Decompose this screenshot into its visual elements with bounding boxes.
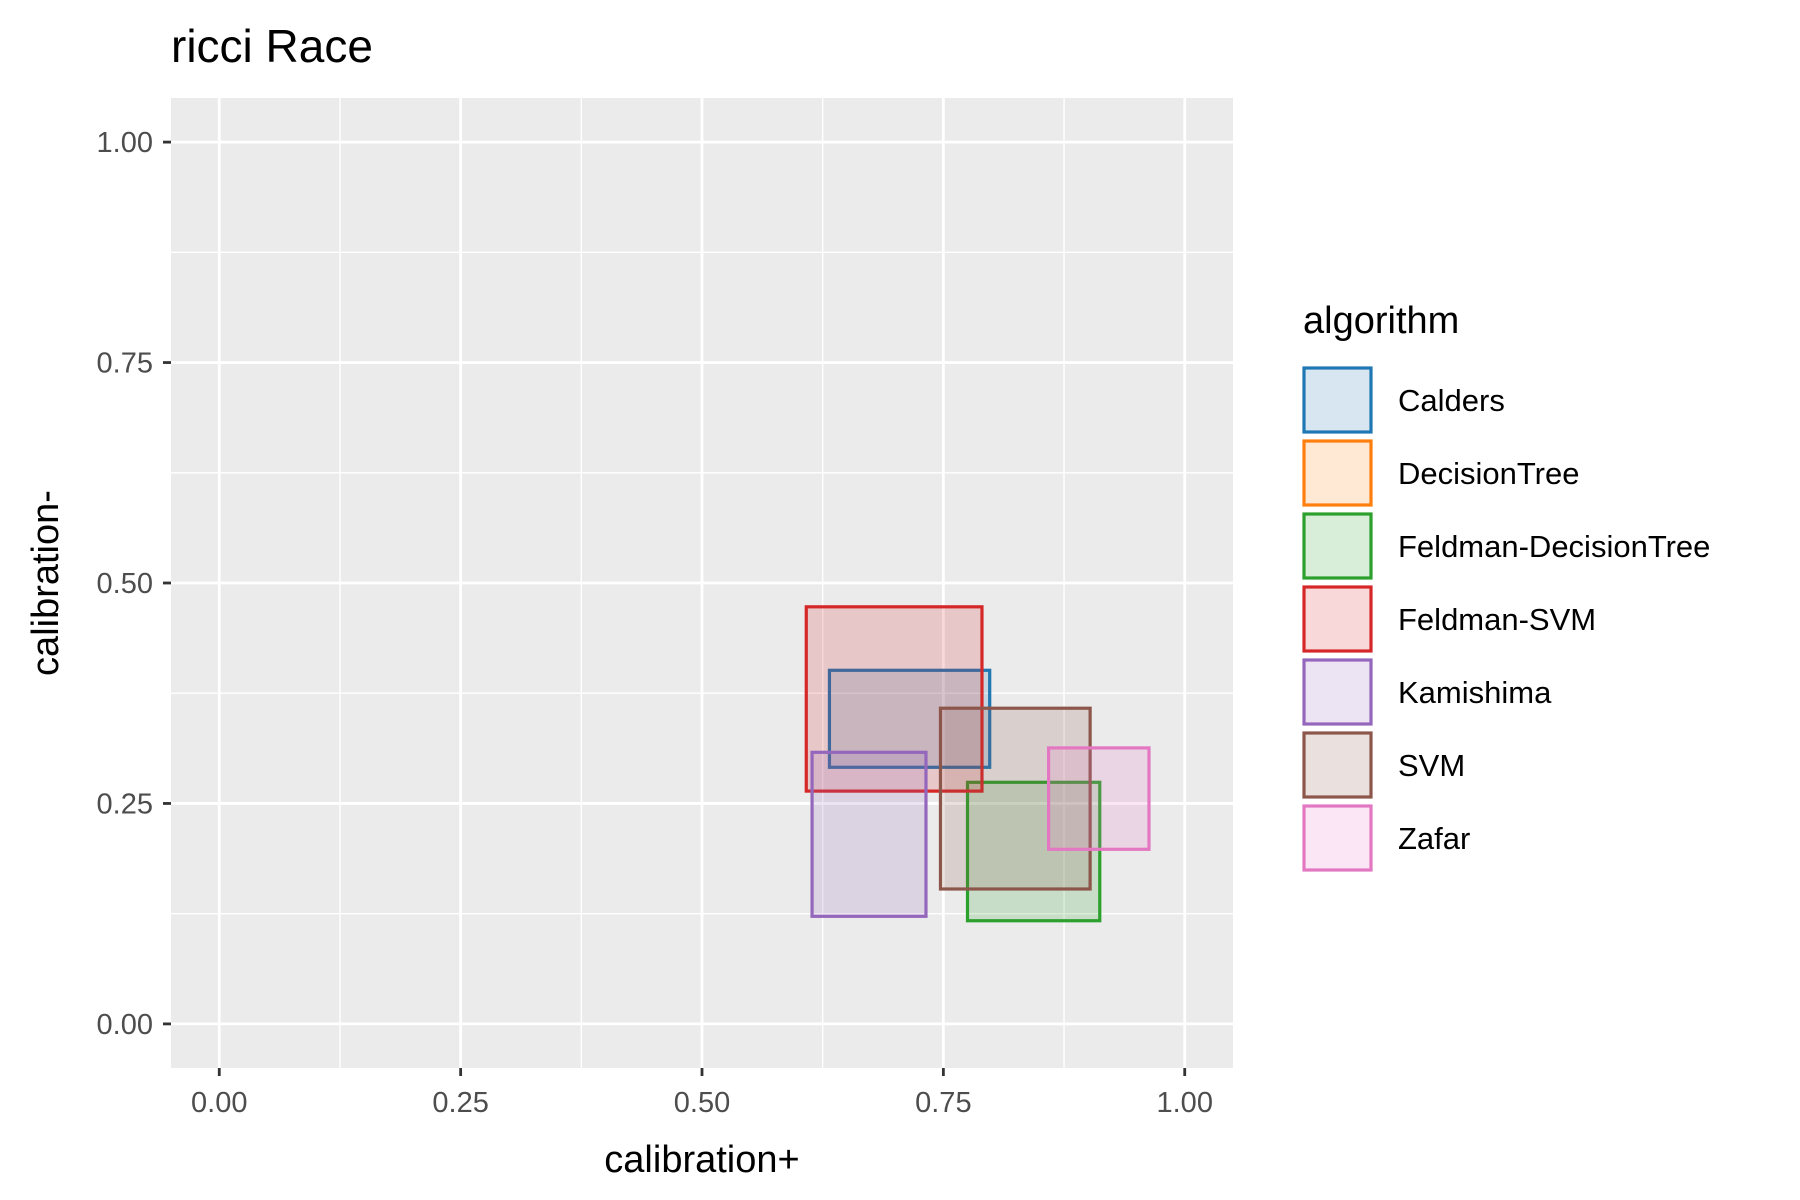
y-axis: 0.00 0.25 0.50 0.75 1.00 [97, 127, 171, 1041]
legend-key [1302, 731, 1373, 799]
legend-key [1302, 585, 1373, 653]
box-feldman-decisiontree [965, 780, 1102, 923]
legend-label: Feldman-SVM [1398, 602, 1596, 637]
x-tick-label: 1.00 [1157, 1087, 1213, 1119]
legend-label: SVM [1398, 748, 1465, 783]
legend: algorithm Calders DecisionTree Feldman-Dec… [1302, 300, 1710, 872]
y-tick-label: 1.00 [97, 127, 153, 159]
chart-title: ricci Race [171, 20, 373, 72]
legend-key [1302, 804, 1373, 872]
x-tick-label: 0.75 [915, 1087, 971, 1119]
box-kamishima [810, 750, 928, 918]
x-tick-label: 0.25 [432, 1087, 488, 1119]
legend-title: algorithm [1303, 300, 1459, 342]
legend-label: Kamishima [1398, 675, 1552, 710]
y-axis-title: calibration- [25, 490, 67, 676]
legend-label: Zafar [1398, 821, 1470, 856]
box-svm [938, 706, 1092, 891]
y-tick-label: 0.00 [97, 1009, 153, 1041]
y-tick-label: 0.50 [97, 568, 153, 600]
box-feldman-svm [804, 605, 984, 793]
grid-major [171, 98, 1233, 1068]
y-tick-label: 0.75 [97, 348, 153, 380]
x-axis-title: calibration+ [604, 1139, 799, 1181]
x-tick-label: 0.50 [674, 1087, 730, 1119]
legend-key [1302, 658, 1373, 726]
legend-key [1302, 366, 1373, 434]
legend-key [1302, 512, 1373, 580]
x-axis: 0.00 0.25 0.50 0.75 1.00 [191, 1068, 1213, 1119]
legend-key [1302, 439, 1373, 507]
box-zafar [1046, 746, 1151, 851]
x-tick-label: 0.00 [191, 1087, 247, 1119]
y-tick-label: 0.25 [97, 788, 153, 820]
legend-label: Calders [1398, 383, 1505, 418]
legend-label: DecisionTree [1398, 456, 1579, 491]
data-boxes [804, 605, 1151, 923]
legend-label: Feldman-DecisionTree [1398, 529, 1710, 564]
